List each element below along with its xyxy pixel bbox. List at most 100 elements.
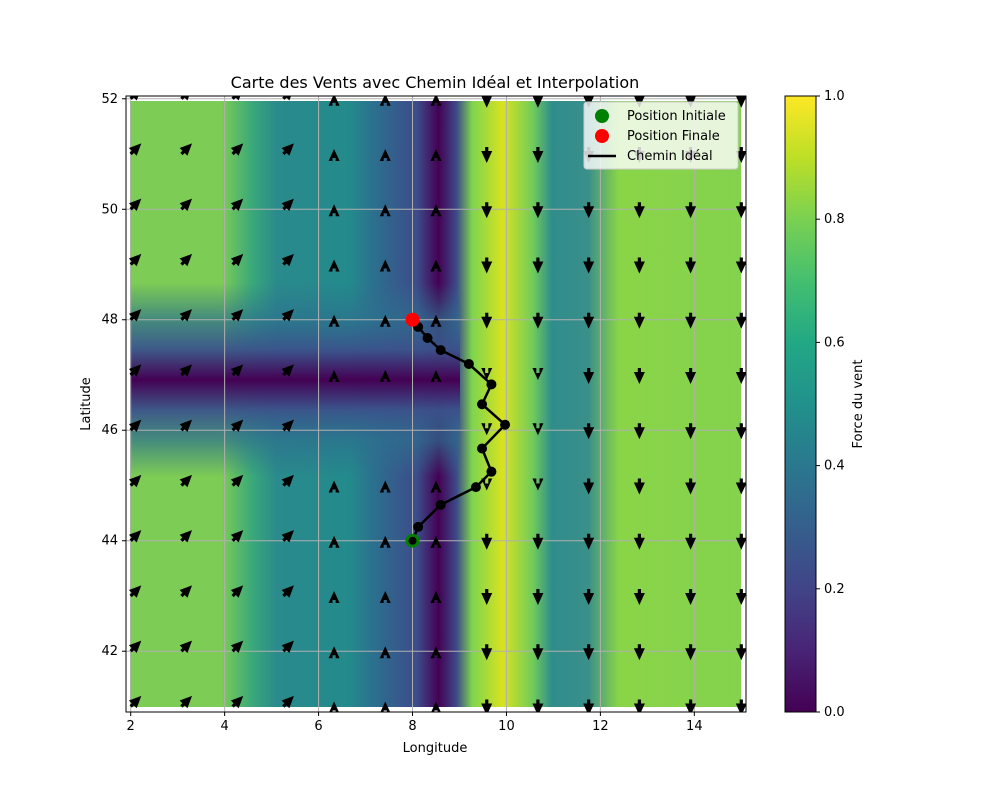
wind-arrow [532,478,544,491]
wind-arrow [735,257,746,274]
wind-arrow [633,312,645,329]
wind-arrow [281,143,294,156]
wind-arrow [583,533,595,550]
wind-arrow [633,367,645,384]
path-point [422,332,433,343]
wind-arrow [179,143,193,156]
wind-arrow [379,204,391,217]
wind-arrow [281,640,294,653]
wind-arrow [735,644,746,661]
path-point [435,345,446,356]
wind-arrow [430,149,442,162]
wind-arrow [735,588,746,605]
wind-arrow [633,423,645,440]
wind-arrow [379,96,391,106]
wind-arrow [735,202,746,219]
wind-arrow [128,695,142,709]
wind-arrow [633,478,645,495]
wind-arrow [379,149,391,162]
wind-arrow [532,367,544,380]
wind-arrow [328,369,340,382]
wind-arrow [583,312,595,329]
y-tick-label: 44 [101,534,118,549]
wind-arrow [735,312,746,329]
wind-arrow [481,257,493,274]
wind-arrow [430,369,442,382]
wind-arrow [633,257,645,274]
wind-arrow [281,530,294,543]
colorbar-tick-label: 0.0 [824,705,845,720]
wind-arrow [735,478,746,495]
x-tick-label: 6 [314,719,322,734]
wind-arrow [532,423,544,436]
wind-arrow [583,202,595,219]
wind-arrow [379,535,391,548]
colorbar-tick-label: 0.4 [824,459,845,474]
wind-arrow [583,644,595,661]
wind-arrow [685,588,697,605]
wind-arrow [583,257,595,274]
wind-arrow [583,367,595,384]
wind-arrow [230,309,244,322]
wind-arrow [281,695,294,709]
wind-arrow [481,312,493,329]
wind-arrow [481,478,493,491]
wind-arrow [430,646,442,659]
wind-arrow [735,423,746,440]
wind-arrow [281,419,294,433]
legend-label-start: Position Initiale [627,109,726,124]
wind-arrow [735,699,746,712]
wind-arrow [430,480,442,493]
wind-arrow [329,701,339,712]
wind-arrow [179,695,193,709]
wind-arrow [328,96,340,106]
wind-arrow [281,253,294,267]
wind-arrow [481,147,493,164]
wind-arrow [128,585,142,598]
wind-arrow [379,369,391,382]
chart-title: Carte des Vents avec Chemin Idéal et Int… [231,73,640,92]
path-point [486,466,497,477]
wind-arrow [685,699,697,712]
wind-arrow [532,257,544,274]
wind-heatmap [126,96,746,712]
wind-arrow [532,312,544,329]
wind-arrow [128,198,142,212]
wind-arrow [685,478,697,495]
y-axis-ticks: 42 44 46 48 50 52 [101,92,126,659]
wind-arrow [532,96,544,108]
wind-arrow [685,644,697,661]
x-tick-label: 2 [127,719,135,734]
wind-arrow [179,585,193,598]
wind-arrow [379,480,391,493]
wind-arrow [633,533,645,550]
wind-arrow [633,202,645,219]
wind-arrow [380,701,391,712]
wind-arrow [583,699,595,712]
wind-arrow [735,367,746,384]
wind-arrow [379,314,391,327]
wind-arrow [281,474,294,488]
legend-marker-start [595,109,609,123]
wind-arrow [230,419,244,433]
wind-arrow [230,143,244,156]
wind-arrow [328,149,340,162]
wind-arrow [230,640,244,653]
start-path-point [408,536,417,545]
x-tick-label: 12 [592,719,609,734]
wind-arrow [128,364,142,377]
legend: Position Initiale Position Finale Chemin… [583,101,739,170]
colorbar-gradient [784,95,817,713]
path-point [463,358,474,369]
wind-arrow [430,259,442,272]
wind-arrow [230,198,244,212]
wind-arrow [481,533,493,550]
path-point [413,521,424,532]
path-point [486,379,497,390]
colorbar-tick-label: 1.0 [824,89,845,104]
x-tick-label: 8 [408,719,416,734]
wind-arrow [281,309,294,322]
legend-label-end: Position Finale [627,129,720,144]
wind-arrow [633,644,645,661]
y-tick-label: 52 [101,92,118,107]
